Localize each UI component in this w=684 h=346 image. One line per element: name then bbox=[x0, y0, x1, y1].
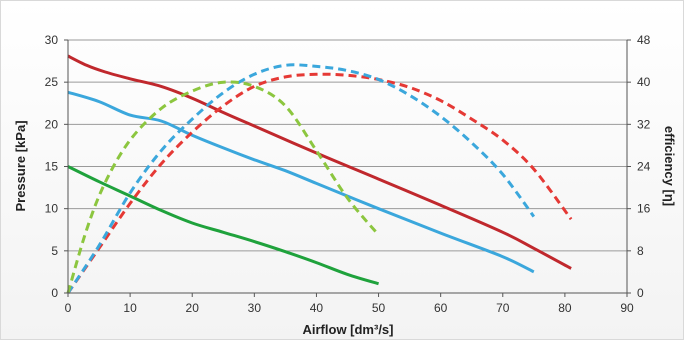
pressure-series-line-1 bbox=[67, 90, 535, 274]
x-tick-label: 50 bbox=[372, 301, 386, 315]
y-tick-label: 20 bbox=[45, 117, 59, 131]
x-tick-label: 60 bbox=[434, 301, 448, 315]
x-tick-label: 10 bbox=[123, 301, 137, 315]
y-tick-label: 0 bbox=[51, 286, 58, 300]
y-tick-label: 25 bbox=[45, 75, 59, 89]
y2-tick-label: 32 bbox=[637, 117, 651, 131]
y2-tick-label: 48 bbox=[637, 33, 651, 47]
y2-tick-label: 40 bbox=[637, 75, 651, 89]
y-tick-label: 30 bbox=[45, 33, 59, 47]
y2-tick-label: 0 bbox=[637, 286, 644, 300]
y2-tick-label: 24 bbox=[637, 160, 651, 174]
y2-tick-label: 16 bbox=[637, 202, 651, 216]
x-tick-label: 0 bbox=[65, 301, 72, 315]
efficiency-series-line-4 bbox=[66, 63, 536, 294]
x-tick-label: 40 bbox=[310, 301, 324, 315]
x-tick-label: 90 bbox=[620, 301, 634, 315]
y-tick-label: 10 bbox=[45, 202, 59, 216]
gridlines bbox=[68, 39, 627, 252]
y-tick-label: 5 bbox=[51, 244, 58, 258]
pressure-series-line-0 bbox=[67, 54, 572, 270]
axes bbox=[64, 39, 631, 297]
y-tick-label: 15 bbox=[45, 160, 59, 174]
x-tick-label: 30 bbox=[248, 301, 262, 315]
x-axis-title: Airflow [dm³/s] bbox=[303, 322, 394, 337]
x-tick-label: 20 bbox=[186, 301, 200, 315]
y-axis-title: Pressure [kPa] bbox=[13, 120, 28, 211]
pressure-series-line-2 bbox=[67, 165, 380, 286]
efficiency-series-line-5 bbox=[66, 80, 380, 294]
y2-tick-label: 8 bbox=[637, 244, 644, 258]
tick-labels: 0 5 10 15 20 25 30 0 8 16 24 32 40 48 0 10 20 30 40 50 60 70 8… bbox=[45, 33, 651, 315]
y2-axis-title: efficiency [η] bbox=[662, 126, 677, 206]
efficiency-series-line-3 bbox=[66, 72, 573, 294]
x-tick-label: 80 bbox=[558, 301, 572, 315]
series-lines bbox=[66, 54, 573, 294]
x-tick-label: 70 bbox=[496, 301, 510, 315]
